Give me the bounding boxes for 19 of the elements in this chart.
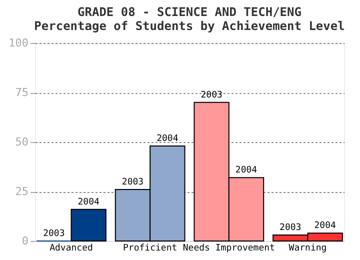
x-tick-label: Warning (288, 244, 327, 254)
text: 2004 (156, 134, 178, 144)
y-tick-label: 0 (22, 234, 28, 248)
text: 2003 (200, 90, 222, 100)
y-tick-label: 75 (15, 86, 28, 99)
x-tick-label: Advanced (50, 244, 93, 254)
text: Percentage of Students by Achievement Level (34, 19, 345, 33)
text: 2003 (122, 178, 144, 188)
text: GRADE 08 - SCIENCE AND TECH/ENG (78, 5, 302, 19)
y-tick-label: 100 (8, 36, 28, 50)
series-label: 2003 (43, 229, 65, 239)
series-label: 2004 (78, 197, 100, 208)
text: 2004 (314, 221, 336, 232)
x-tick-label: Proficient (122, 244, 178, 254)
text: 2004 (235, 166, 258, 176)
y-tick-label: 25 (15, 185, 28, 198)
y-tick-label: 50 (15, 136, 28, 148)
text: 2003 (280, 223, 302, 234)
x-tick-label: Needs Improvement (182, 244, 275, 254)
